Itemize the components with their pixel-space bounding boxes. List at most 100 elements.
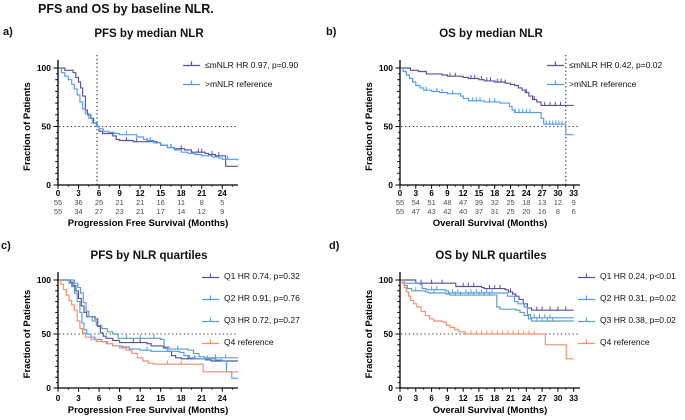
panel-title-d: OS by NLR quartiles <box>435 250 547 262</box>
x-axis-title: Progression Free Survival (Months) <box>68 405 228 416</box>
legend-label: Q3 HR 0.38, p=0.02 <box>600 315 676 325</box>
legend-item-2: Q2 HR 0.91, p=0.76 <box>202 287 300 309</box>
risk-count: 43 <box>427 207 435 216</box>
risk-count: 14 <box>177 207 185 216</box>
x-tick-label: 18 <box>177 189 186 198</box>
x-tick-label: 6 <box>97 189 102 198</box>
legend-label: Q4 reference <box>600 337 650 347</box>
legend-item-3: Q3 HR 0.72, p=0.27 <box>202 309 300 331</box>
risk-count: 9 <box>572 198 576 207</box>
x-tick-label: 12 <box>136 394 145 403</box>
risk-count: 55 <box>396 198 404 207</box>
x-tick-label: 24 <box>522 394 531 403</box>
x-tick-label: 27 <box>538 189 547 198</box>
risk-count: 37 <box>475 207 483 216</box>
y-tick-label: 0 <box>46 180 51 190</box>
y-tick-label: 0 <box>46 383 51 393</box>
km-plot-a: 0 50 100 0 3 6 9 12 15 18 21 24 55 36 25 21 21 16 11 8 5 55 34… <box>0 22 342 228</box>
legend-line-icon <box>578 339 595 344</box>
legend-label: Q1 HR 0.74, p=0.32 <box>224 271 300 281</box>
panel-label-d: d) <box>329 240 340 252</box>
legend-label: ≤mNLR HR 0.42, p=0.02 <box>569 59 663 70</box>
risk-count: 6 <box>572 207 576 216</box>
y-tick-label: 50 <box>42 329 52 339</box>
x-tick-label: 27 <box>538 394 547 403</box>
km-curve-3 <box>58 279 238 359</box>
x-tick-label: 30 <box>553 394 562 403</box>
risk-count: 16 <box>538 207 546 216</box>
risk-count: 21 <box>115 198 123 207</box>
legend-d: Q1 HR 0.24, p<0.01 Q2 HR 0.31, p=0.02 Q3 H… <box>578 265 676 353</box>
legend-line-icon <box>547 80 564 86</box>
x-axis-title: Progression Free Survival (Months) <box>68 218 228 228</box>
y-axis-title: Fraction of Patients <box>364 82 375 171</box>
legend-line-icon <box>578 317 595 322</box>
risk-count: 34 <box>74 207 82 216</box>
panel-c: PFS by NLR quartiles 0 50 100 0 3 6 9 12 15 18 21 2… <box>0 228 342 420</box>
x-tick-label: 12 <box>459 394 468 403</box>
legend-line-icon <box>202 273 219 278</box>
risk-count: 31 <box>491 207 499 216</box>
risk-count: 12 <box>198 207 206 216</box>
panel-title-a: PFS by median NLR <box>94 28 204 40</box>
risk-count: 51 <box>427 198 435 207</box>
km-curve-2 <box>400 279 574 319</box>
risk-count: 21 <box>136 198 144 207</box>
legend-label: ≤mNLR HR 0.97, p=0.90 <box>205 59 299 70</box>
x-tick-label: 15 <box>156 189 165 198</box>
x-tick-label: 12 <box>136 189 145 198</box>
risk-count: 12 <box>554 198 562 207</box>
x-tick-label: 6 <box>97 394 102 403</box>
x-tick-label: 12 <box>459 189 468 198</box>
x-tick-label: 0 <box>56 189 61 198</box>
y-axis-title: Fraction of Patients <box>22 290 33 379</box>
risk-count: 48 <box>443 198 451 207</box>
panel-b: OS by median NLR 0 50 100 0 3 6 9 12 15 18 21 24 27 3… <box>342 22 685 228</box>
legend-line-icon <box>202 317 219 322</box>
x-tick-label: 0 <box>56 394 61 403</box>
x-tick-label: 21 <box>506 394 515 403</box>
x-axis-title: Overall Survival (Months) <box>433 405 548 416</box>
x-tick-label: 24 <box>218 189 227 198</box>
panel-label-c: c) <box>1 240 11 252</box>
x-tick-label: 6 <box>429 189 434 198</box>
y-tick-label: 50 <box>384 122 394 132</box>
risk-count: 55 <box>396 207 404 216</box>
risk-count: 16 <box>156 198 164 207</box>
km-svg-c: 0 50 100 0 3 6 9 12 15 18 21 24 Progression Free Sur… <box>22 272 238 416</box>
y-axis-title: Fraction of Patients <box>22 82 33 171</box>
km-curve-2 <box>58 67 239 161</box>
x-tick-label: 9 <box>117 394 122 403</box>
legend-item-3: Q3 HR 0.38, p=0.02 <box>578 309 676 331</box>
risk-count: 23 <box>115 207 123 216</box>
km-curve-1 <box>400 279 574 311</box>
km-curve-1 <box>58 67 238 167</box>
x-tick-label: 24 <box>522 189 531 198</box>
legend-item-1: ≤mNLR HR 0.42, p=0.02 <box>547 55 662 74</box>
risk-count: 13 <box>538 198 546 207</box>
x-tick-label: 9 <box>445 189 450 198</box>
risk-count: 40 <box>459 207 467 216</box>
km-curve-3 <box>400 279 574 322</box>
y-axis-title: Fraction of Patients <box>364 290 375 379</box>
x-tick-label: 21 <box>506 189 515 198</box>
legend-item-4: Q4 reference <box>578 331 676 353</box>
x-tick-label: 15 <box>156 394 165 403</box>
risk-count: 55 <box>54 207 62 216</box>
risk-count: 25 <box>95 198 103 207</box>
x-tick-label: 18 <box>177 394 186 403</box>
figure-title: PFS and OS by baseline NLR. <box>38 2 214 16</box>
y-tick-label: 100 <box>379 63 393 73</box>
risk-count: 55 <box>54 198 62 207</box>
km-plot-d: 0 50 100 0 3 6 9 12 15 18 21 24 27 30 33 Overall Surviv… <box>342 228 685 420</box>
y-tick-label: 50 <box>384 329 394 339</box>
x-tick-label: 3 <box>76 394 81 403</box>
y-tick-label: 0 <box>388 180 393 190</box>
panel-title-b: OS by median NLR <box>439 28 543 40</box>
legend-label: Q1 HR 0.24, p<0.01 <box>600 271 676 281</box>
risk-count: 8 <box>556 207 560 216</box>
legend-line-icon <box>578 273 595 278</box>
panel-title-c: PFS by NLR quartiles <box>90 250 208 262</box>
panel-d: OS by NLR quartiles 0 50 100 0 3 6 9 12 15 18 21 24… <box>342 228 685 420</box>
y-tick-label: 100 <box>379 275 393 285</box>
